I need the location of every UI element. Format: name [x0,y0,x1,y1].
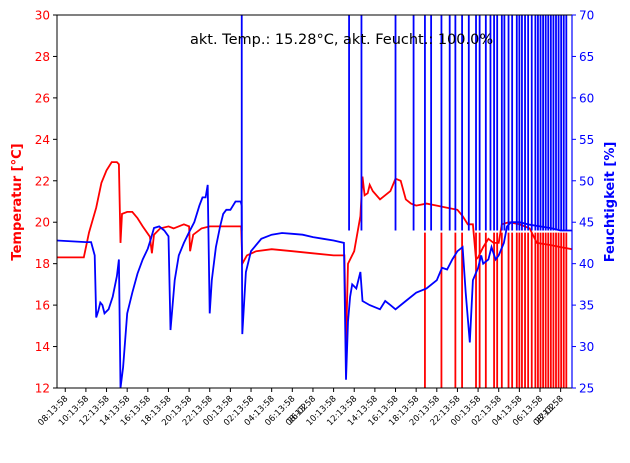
humidity-line [57,184,572,388]
right-axis: 25 30 35 40 45 50 55 60 65 70 [571,9,594,396]
right-tick-label: 60 [579,91,594,105]
annotation-text: akt. Temp.: 15.28°C, akt. Feucht.: 100.0… [190,32,493,48]
right-tick-label: 30 [579,340,594,354]
left-tick-label: 16 [35,299,50,313]
left-tick-label: 12 [35,382,50,396]
right-tick-label: 70 [579,9,594,23]
left-tick-label: 18 [35,257,50,271]
right-tick-label: 50 [579,174,594,188]
right-axis-label: Feuchtigkeit [%] [603,142,618,263]
right-tick-label: 45 [579,216,594,230]
left-tick-label: 20 [35,216,50,230]
right-tick-label: 40 [579,257,594,271]
series-lines [57,15,572,388]
left-axis: 12 14 16 18 20 22 24 26 28 30 [35,9,57,396]
left-tick-label: 30 [35,9,50,23]
right-tick-label: 55 [579,133,594,147]
left-tick-label: 22 [35,174,50,188]
left-tick-label: 24 [35,133,50,147]
x-axis: 08:13:5810:13:5812:13:5814:13:5816:13:58… [36,388,566,428]
left-tick-label: 28 [35,50,50,64]
left-tick-label: 14 [35,340,50,354]
right-tick-label: 35 [579,299,594,313]
left-tick-label: 26 [35,91,50,105]
right-tick-label: 65 [579,50,594,64]
left-axis-label: Temperatur [°C] [10,143,25,260]
right-tick-label: 25 [579,382,594,396]
